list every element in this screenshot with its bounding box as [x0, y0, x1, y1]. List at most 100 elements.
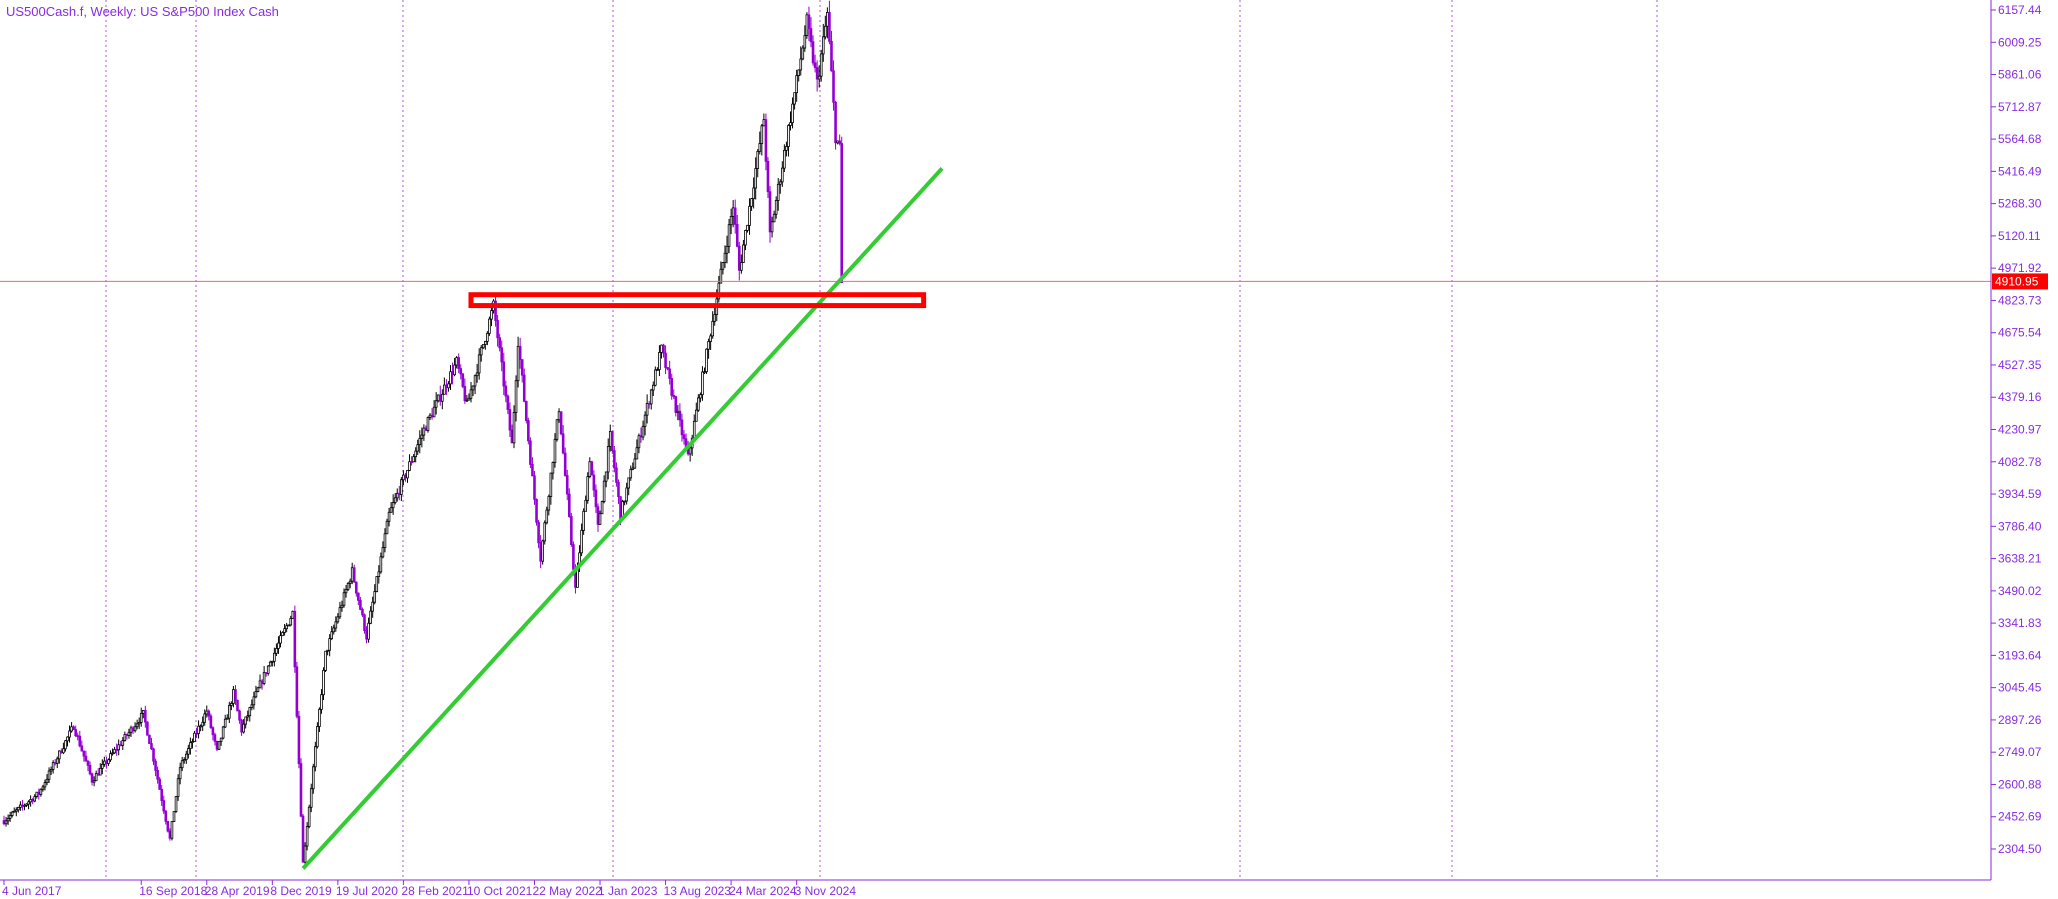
candle	[379, 552, 383, 574]
candle	[64, 739, 67, 752]
candle	[291, 610, 295, 619]
candle	[135, 719, 139, 730]
y-tick-label: 4230.97	[1998, 423, 2042, 437]
y-tick-label: 3638.21	[1998, 552, 2042, 566]
x-tick-label: 10 Oct 2021	[467, 884, 533, 898]
candle	[41, 784, 45, 792]
candle	[641, 420, 645, 441]
candle	[217, 741, 221, 751]
candle	[447, 381, 450, 392]
candle	[527, 417, 530, 445]
candle	[838, 134, 841, 146]
candle	[121, 737, 125, 751]
candle	[668, 360, 671, 385]
candle	[113, 746, 116, 755]
candle	[156, 766, 159, 784]
support-zone[interactable]	[468, 292, 927, 309]
candle	[496, 314, 499, 347]
candle	[400, 477, 403, 502]
candle	[465, 395, 469, 402]
candle	[789, 111, 792, 131]
candle	[330, 625, 334, 641]
candle	[285, 622, 288, 633]
candle	[336, 613, 340, 624]
candle	[535, 498, 538, 526]
candle	[821, 23, 825, 62]
candle	[361, 607, 364, 618]
candle	[664, 345, 667, 375]
candle	[176, 774, 180, 801]
candle	[512, 405, 516, 449]
candle	[537, 519, 540, 549]
y-tick-label: 2304.50	[1998, 842, 2042, 856]
candle	[811, 35, 815, 66]
candle	[725, 235, 729, 264]
candle	[508, 402, 512, 438]
x-tick-label: 1 Jan 2023	[598, 884, 658, 898]
x-tick-label: 8 Dec 2019	[270, 884, 332, 898]
candle	[746, 224, 749, 233]
candle	[49, 766, 53, 775]
y-tick-label: 2749.07	[1998, 745, 2042, 759]
y-tick-label: 3341.83	[1998, 616, 2042, 630]
candle	[797, 69, 801, 82]
candle	[316, 722, 319, 749]
axes	[0, 0, 1992, 881]
candle	[207, 709, 211, 721]
candle	[633, 453, 637, 469]
y-tick-label: 2452.69	[1998, 810, 2042, 824]
candle	[801, 45, 805, 61]
candle	[309, 783, 313, 813]
y-tick-label: 5268.30	[1998, 197, 2042, 211]
y-tick-label: 4675.54	[1998, 326, 2042, 340]
candle	[258, 674, 262, 689]
candle	[672, 389, 676, 400]
candle	[651, 381, 655, 396]
candle	[256, 686, 260, 693]
trend-line[interactable]	[301, 167, 944, 870]
candle	[473, 374, 477, 395]
candle	[666, 367, 669, 371]
x-tick-label: 16 Sep 2018	[139, 884, 207, 898]
candle	[178, 762, 182, 785]
candle	[406, 469, 409, 483]
candle	[275, 643, 278, 657]
candle	[799, 46, 803, 76]
candle	[606, 438, 610, 480]
candle	[344, 585, 348, 598]
candle	[55, 756, 59, 769]
candle	[385, 518, 389, 535]
candle	[254, 685, 258, 699]
candle	[221, 725, 225, 740]
candle	[219, 737, 223, 746]
candle	[459, 364, 463, 380]
candle	[266, 665, 270, 676]
candle	[674, 395, 678, 417]
candle	[705, 348, 708, 375]
candle	[819, 49, 823, 82]
candle	[62, 742, 65, 755]
candle	[494, 296, 497, 327]
candle	[346, 582, 350, 592]
x-tick-label: 28 Feb 2021	[401, 884, 469, 898]
candle	[92, 776, 96, 787]
current-price-badge: 4910.95	[1992, 273, 2048, 290]
candle	[193, 731, 196, 743]
candle	[381, 541, 385, 559]
candle	[615, 462, 618, 487]
candle	[475, 363, 479, 383]
candle	[27, 800, 30, 810]
candle	[234, 685, 237, 706]
candle	[531, 457, 534, 477]
candle	[357, 592, 360, 606]
candle	[387, 507, 391, 527]
candle	[45, 774, 49, 786]
candle	[172, 811, 176, 823]
candle	[363, 613, 366, 634]
y-tick-label: 5416.49	[1998, 164, 2042, 178]
candle	[391, 494, 395, 515]
candle	[541, 539, 544, 565]
candle	[486, 331, 489, 346]
candle	[144, 705, 147, 728]
